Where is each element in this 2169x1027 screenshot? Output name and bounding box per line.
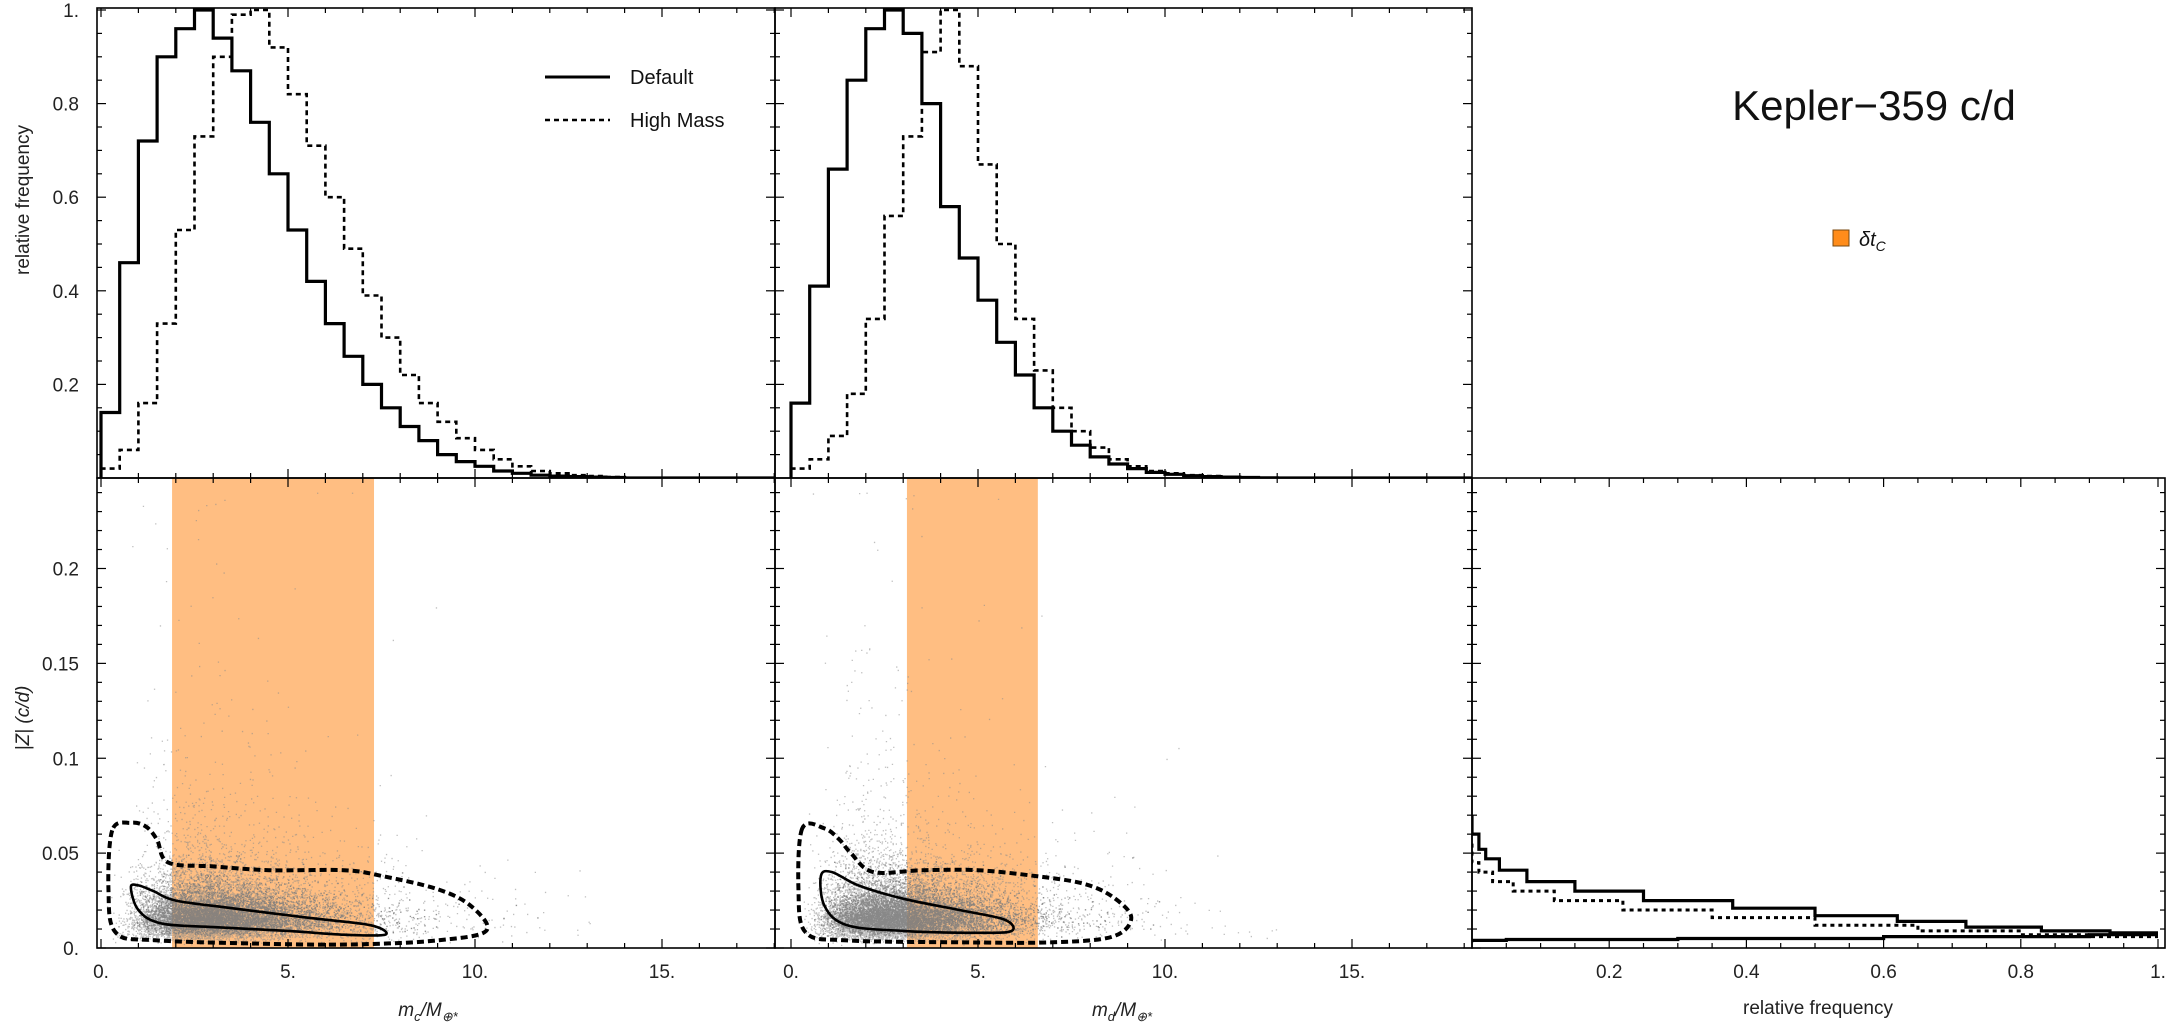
scatter-mc-contour-highmass [106,820,490,947]
ytick-label-hist: 0.4 [53,282,80,303]
xlabel-freq: relative frequency [1743,998,1893,1019]
ytick-label-hist: 0.6 [53,188,79,209]
xlabel-mc-rest: /M [419,1000,442,1021]
ytick-label-z: 0. [63,939,79,960]
scatter-md-contours [796,821,1134,945]
scatter-mc-points [107,492,591,946]
ytick-label-hist: 0.2 [53,375,79,396]
hist-ylabel: relative frequency [13,125,34,275]
hist-z-series-default [1472,815,2158,935]
xtick-label-freq: 0.6 [1870,962,1896,983]
legend-label-highmass: High Mass [630,110,724,132]
scatter-md-contour-highmass [796,821,1134,945]
scatter-mc-contours [106,820,490,947]
xtick-label-mc: 0. [93,962,109,983]
scatter-mc-contour-default [129,883,388,937]
frame-hist-z [1471,477,2166,949]
xlabel-mc: mc/M⊕* [398,1000,458,1024]
line-legend: Default High Mass [545,67,724,132]
panel-scatter-mc [106,478,591,948]
legend-label-default: Default [630,67,694,89]
xtick-label-md: 10. [1152,962,1178,983]
band-legend-symbol: δt [1859,229,1877,251]
xtick-label-md: 15. [1339,962,1365,983]
scatter-mc-band [172,478,375,948]
xtick-label-freq: 0.8 [2008,962,2034,983]
ytick-label-hist: 0.8 [53,95,79,116]
xlabel-md-main: m [1092,1000,1108,1021]
hist-md-series [789,8,1472,478]
ytick-label-z: 0.1 [53,749,79,770]
hist-mc-series-highmass [99,8,775,478]
panel-hist-z [1472,815,2158,943]
figure-title: Kepler−359 c/d [1732,82,2016,129]
frame-scatter-md [774,477,1473,949]
xlabel-md-rest-sub: ⊕* [1136,1009,1153,1024]
hist-z-series-low [1472,933,2158,943]
xtick-label-md: 0. [783,962,799,983]
panel-scatter-md [796,478,1278,948]
scatter-md-contour-default [819,869,1015,935]
band-legend-subscript: C [1876,238,1887,254]
xtick-label-mc: 10. [462,962,488,983]
scatter-mc-points [107,492,591,946]
xtick-label-freq: 0.4 [1733,962,1760,983]
xtick-label-freq: 1. [2150,962,2166,983]
scatter-mc-band [172,478,375,948]
hist-md-series-default [789,8,1472,478]
xlabel-md: md/M⊕* [1092,1000,1153,1024]
xlabel-mc-sub: c [414,1009,421,1024]
hist-z-series [1472,815,2158,943]
scatter-mc-points-core [118,854,539,941]
panel-hist-md [789,8,1472,478]
tick-labels: 0.2 0.4 0.6 0.8 1. 0. 0.05 0.1 0.15 0.2 0. 5. 10. 15.… [42,1,2166,983]
hist-z-series-highmass [1472,843,2158,939]
xtick-label-mc: 15. [649,962,675,983]
scatter-md-points-core [814,854,1161,941]
xtick-label-mc: 5. [280,962,296,983]
scatter-md-points [798,492,1278,946]
xtick-label-freq: 0.2 [1596,962,1622,983]
ytick-label-z: 0.2 [53,560,79,581]
band-legend: δtC [1832,229,1887,254]
ytick-label-z: 0.15 [42,654,79,675]
band-legend-label: δtC [1859,229,1887,254]
axis-ticks [97,8,2165,949]
ytick-label-hist: 1. [63,1,79,22]
xlabel-mc-rest-sub: ⊕* [442,1009,459,1024]
xtick-label-md: 5. [970,962,986,983]
xlabel-mc-main: m [398,1000,414,1021]
xlabel-md-sub: d [1108,1009,1116,1024]
xlabel-md-rest: /M [1113,1000,1136,1021]
axes-frames [96,7,2166,949]
scatter-ylabel: |Z| (c/d) [13,686,34,751]
frame-hist-md [774,7,1473,479]
band-legend-swatch [1832,229,1850,247]
ytick-label-z: 0.05 [42,844,79,865]
